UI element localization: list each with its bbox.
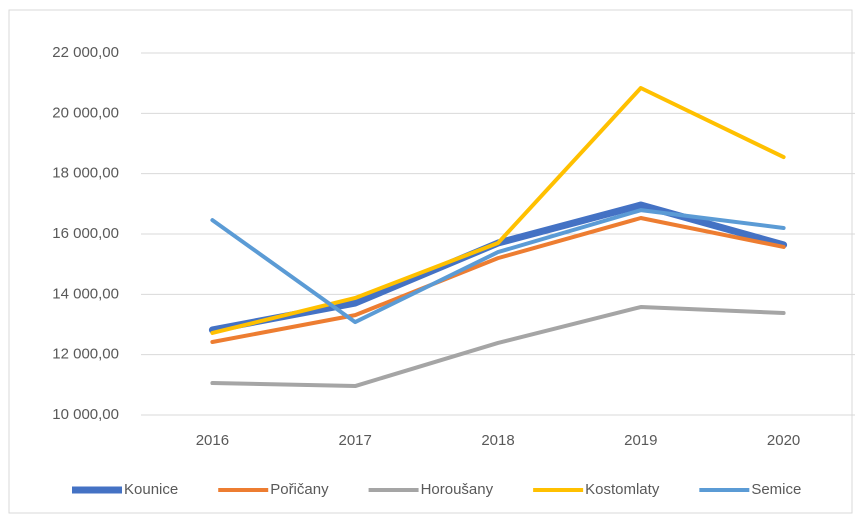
x-tick-label: 2016	[196, 432, 229, 449]
y-tick-label: 20 000,00	[52, 104, 119, 121]
series-line	[210, 208, 786, 325]
series-line	[210, 85, 786, 335]
legend-label: Kostomlaty	[585, 481, 660, 498]
x-tick-label: 2017	[339, 432, 372, 449]
chart-border	[8, 9, 853, 514]
x-tick-label: 2019	[624, 432, 657, 449]
legend-label: Semice	[751, 481, 801, 498]
y-tick-label: 12 000,00	[52, 346, 119, 363]
legend-label: Pořičany	[270, 481, 329, 498]
y-tick-label: 10 000,00	[52, 406, 119, 423]
y-tick-label: 22 000,00	[52, 44, 119, 61]
y-tick-label: 16 000,00	[52, 225, 119, 242]
series-line	[210, 305, 786, 389]
y-tick-label: 18 000,00	[52, 165, 119, 182]
series-line	[210, 216, 786, 344]
legend-label: Horoušany	[421, 481, 494, 498]
legend-label: Kounice	[124, 481, 178, 498]
y-tick-label: 14 000,00	[52, 285, 119, 302]
x-tick-label: 2018	[481, 432, 514, 449]
x-tick-label: 2020	[767, 432, 800, 449]
